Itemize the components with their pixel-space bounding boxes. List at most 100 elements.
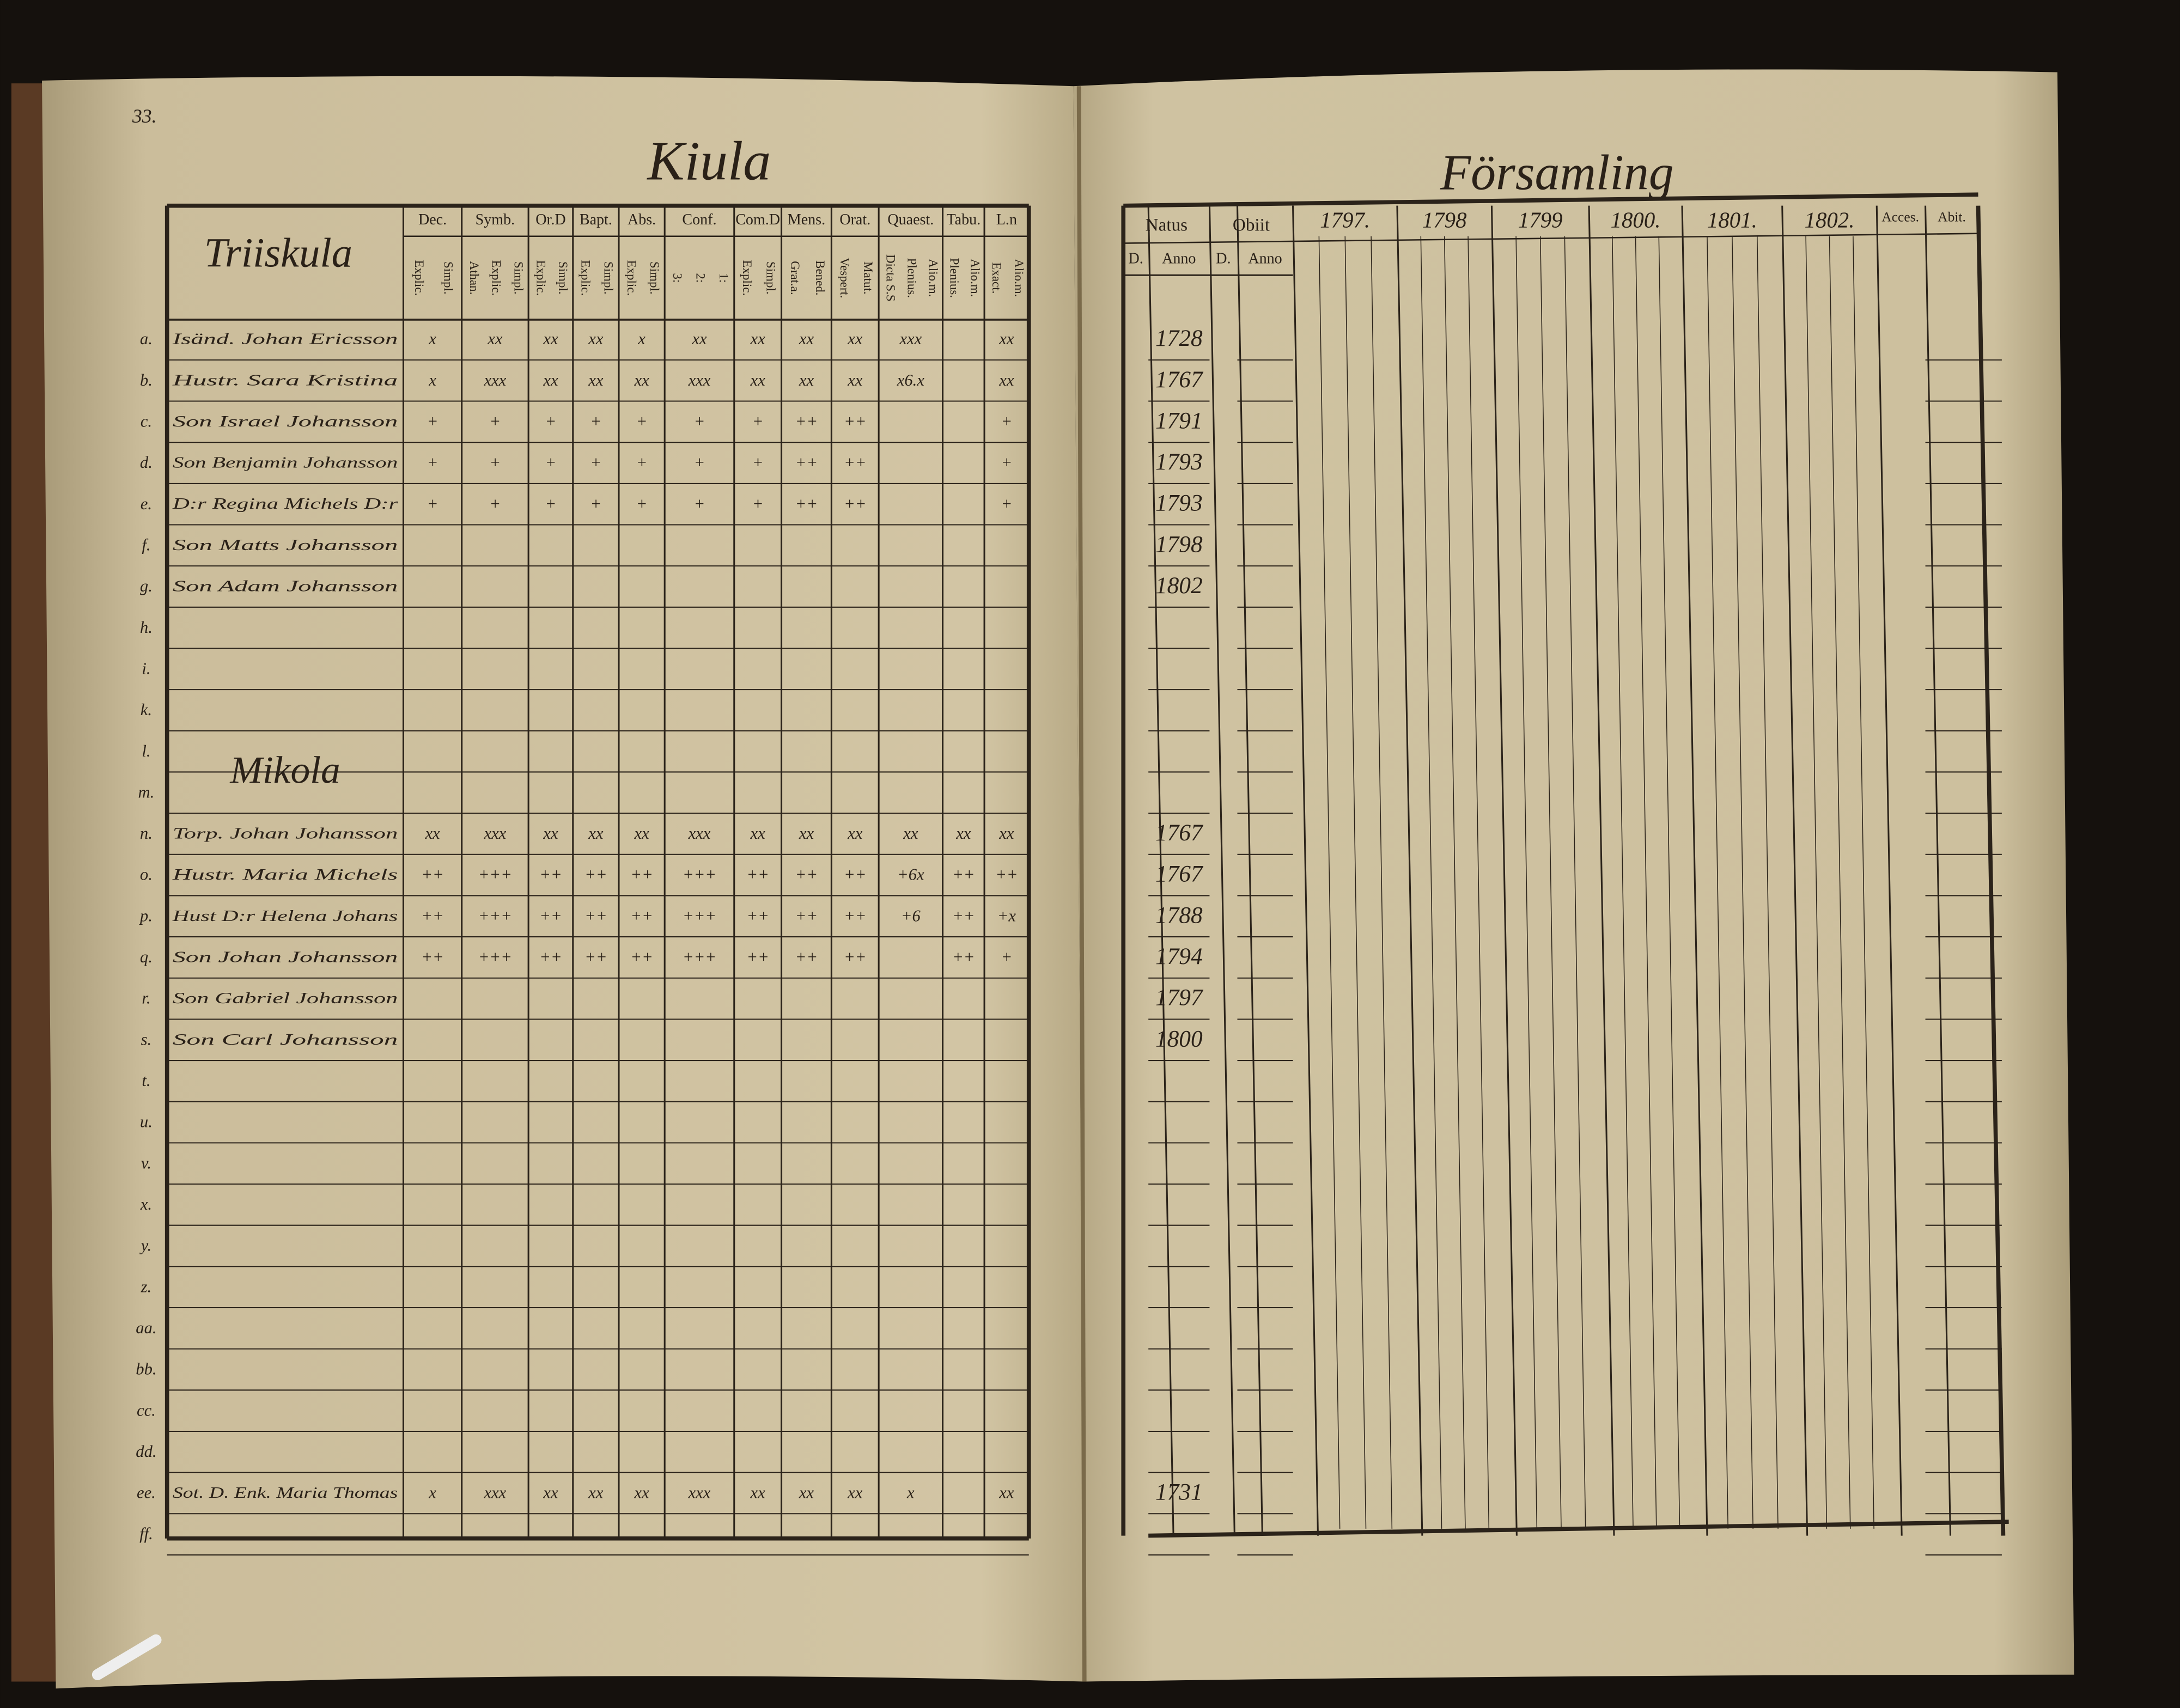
entry-mark: +: [1001, 948, 1013, 966]
entry-mark: xx: [955, 824, 971, 843]
entry-name: Son Adam Johansson: [173, 578, 398, 595]
birth-year: 1793: [1155, 490, 1203, 516]
entry-mark: +: [1001, 412, 1013, 431]
entry-mark: ++: [795, 412, 818, 431]
birth-year: 1767: [1155, 861, 1204, 887]
entry-mark: xx: [543, 330, 558, 348]
year-head: 1799: [1518, 208, 1563, 233]
row-letter: m.: [138, 783, 155, 801]
entry-mark: ++: [421, 948, 443, 966]
entry-mark: +6: [901, 906, 921, 925]
entry-mark: +: [490, 495, 501, 513]
content: 33. Kiula Triiskula Mikola Dec. Explic. Simpl.…: [132, 105, 2009, 1555]
rule: [1875, 205, 1903, 1536]
entry-mark: x: [906, 1484, 915, 1502]
sub-rule: [1344, 236, 1367, 1529]
entry-mark: x: [428, 371, 436, 389]
entry-name: D:r Regina Michels D:r: [172, 496, 398, 513]
entry-mark: ++: [795, 906, 818, 925]
row-letter: aa.: [136, 1319, 156, 1337]
entry-mark: +x: [997, 906, 1016, 925]
entry-mark: xx: [799, 1484, 814, 1502]
birth-year: 1788: [1155, 902, 1203, 928]
entry-mark: +: [694, 453, 705, 472]
rule: [1588, 205, 1615, 1536]
sub-rule: [1371, 236, 1393, 1529]
entry-mark: x: [428, 330, 436, 348]
row-letter: i.: [142, 659, 150, 678]
column-subhead: Explic.: [625, 260, 638, 296]
section-name: Triiskula: [204, 230, 352, 276]
row-letter: l.: [142, 742, 150, 760]
entry-mark: ++: [952, 906, 975, 925]
entry-mark: xx: [487, 330, 503, 348]
entry-name: Son Israel Johansson: [173, 413, 398, 430]
column-subhead: Athan.: [467, 261, 481, 295]
entry-mark: ++: [539, 906, 562, 925]
entry-mark: +6x: [897, 865, 924, 884]
row-letter: t.: [142, 1071, 150, 1090]
sub-rule: [1444, 236, 1466, 1529]
row-letter: v.: [141, 1154, 151, 1172]
day-head: D.: [1216, 251, 1231, 267]
entry-mark: xx: [799, 824, 814, 843]
column-subhead: 2:: [694, 273, 708, 283]
row-letter: ff.: [139, 1524, 153, 1543]
entry-mark: xx: [588, 371, 604, 389]
entry-mark: +++: [478, 906, 512, 925]
birth-year: 1731: [1155, 1479, 1203, 1505]
entry-mark: +++: [478, 948, 512, 966]
rule: [1148, 1520, 2009, 1538]
column-subhead: Bened.: [813, 260, 827, 295]
birth-year: 1797: [1155, 985, 1204, 1011]
year-head: 1801.: [1707, 208, 1757, 233]
column-subhead: 3:: [671, 273, 684, 283]
entry-mark: ++: [539, 948, 562, 966]
rule: [1292, 205, 1319, 1536]
entry-mark: +: [752, 453, 764, 472]
entry-mark: +: [1001, 495, 1013, 513]
entry-mark: +: [694, 412, 705, 431]
entry-mark: ++: [746, 948, 769, 966]
rule: [1236, 205, 1263, 1536]
column-head: L.n: [996, 211, 1017, 228]
obiit-head: Obiit: [1233, 215, 1270, 235]
entry-mark: +: [545, 453, 557, 472]
row-letter: u.: [140, 1113, 153, 1131]
column-subhead: Dicta S.S: [884, 254, 897, 302]
rule: [1925, 205, 1952, 1536]
sub-rule: [1658, 236, 1680, 1529]
entry-mark: ++: [844, 495, 866, 513]
row-letter: n.: [140, 824, 153, 843]
entry-mark: ++: [630, 906, 653, 925]
accessit-head: Acces.: [1881, 209, 1919, 224]
sub-rule: [1420, 236, 1442, 1529]
birth-year: 1791: [1155, 407, 1203, 434]
entry-mark: +++: [683, 906, 716, 925]
birth-year: 1800: [1155, 1026, 1203, 1052]
row-letter: z.: [141, 1277, 152, 1296]
sub-rule: [1757, 236, 1779, 1529]
column-head: Conf.: [682, 211, 716, 228]
sub-rule: [1467, 236, 1490, 1529]
entry-mark: +: [590, 412, 602, 431]
sub-rule: [1539, 236, 1562, 1529]
row-letter: ee.: [137, 1484, 156, 1502]
entry-mark: xx: [588, 330, 604, 348]
entry-mark: xx: [750, 330, 766, 348]
row-letter: d.: [140, 453, 153, 472]
entry-mark: ++: [421, 865, 443, 884]
entry-mark: ++: [795, 865, 818, 884]
entry-mark: ++: [844, 865, 866, 884]
entry-mark: ++: [539, 865, 562, 884]
entry-mark: xx: [543, 371, 558, 389]
entry-mark: xx: [998, 1484, 1014, 1502]
rule: [1123, 233, 1978, 244]
birth-year: 1767: [1155, 367, 1204, 393]
entry-mark: xx: [847, 330, 863, 348]
entry-mark: +: [752, 495, 764, 513]
gutter: [1076, 86, 1087, 1682]
row-letter: x.: [140, 1195, 152, 1213]
natus-head: Natus: [1146, 215, 1188, 235]
entry-mark: +: [490, 453, 501, 472]
